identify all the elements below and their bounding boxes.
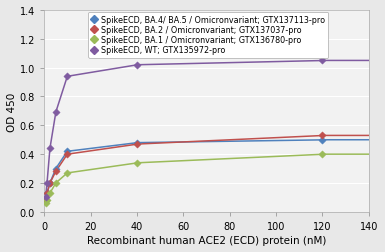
Point (47, 147, 53, 151)
X-axis label: Recombinant human ACE2 (ECD) protein (nM): Recombinant human ACE2 (ECD) protein (nM… (87, 235, 326, 245)
Y-axis label: OD 450: OD 450 (7, 92, 17, 131)
Point (64, 75, 70, 79)
Point (134, 141, 140, 145)
Point (134, 161, 140, 165)
Point (42, 196, 49, 200)
Point (53, 111, 59, 115)
Point (44, 199, 50, 203)
Point (42, 201, 49, 205)
Point (42, 199, 49, 203)
Point (44, 181, 50, 185)
Point (53, 181, 59, 185)
Point (53, 167, 59, 171)
Point (320, 134, 326, 138)
Point (47, 191, 53, 195)
Legend: SpikeECD, BA.4/ BA.5 / Omicronvariant; GTX137113-pro, SpikeECD, BA.2 / Omicronva: SpikeECD, BA.4/ BA.5 / Omicronvariant; G… (88, 13, 328, 58)
Point (64, 150, 70, 154)
Point (47, 181, 53, 185)
Point (42, 199, 49, 203)
Point (320, 138, 326, 142)
Point (53, 170, 59, 174)
Point (64, 152, 70, 156)
Point (320, 59, 326, 63)
Point (44, 191, 50, 195)
Point (134, 142, 140, 146)
Point (320, 152, 326, 156)
Point (134, 64, 140, 68)
Point (47, 181, 53, 185)
Point (44, 191, 50, 195)
Point (64, 171, 70, 175)
